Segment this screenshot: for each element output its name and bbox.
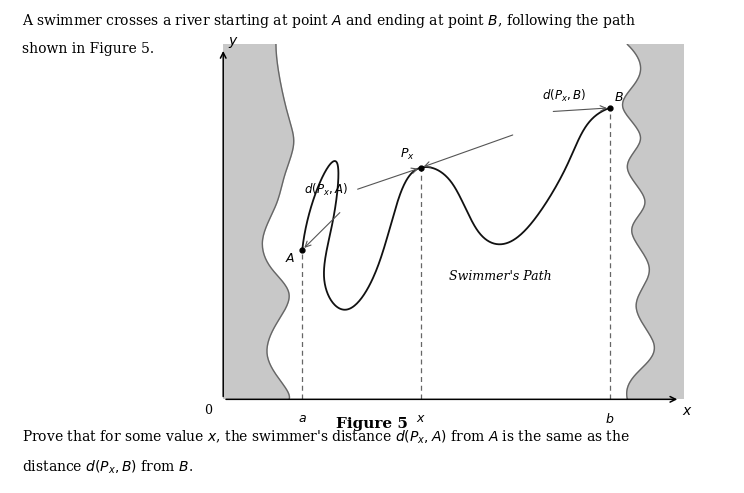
Text: distance $d(P_x, B)$ from $B$.: distance $d(P_x, B)$ from $B$. bbox=[22, 458, 193, 476]
Text: $B$: $B$ bbox=[615, 91, 624, 104]
Text: Figure 5: Figure 5 bbox=[336, 417, 408, 430]
Text: Prove that for some value $x$, the swimmer's distance $d(P_x, A)$ from $A$ is th: Prove that for some value $x$, the swimm… bbox=[22, 429, 630, 446]
Text: $a$: $a$ bbox=[298, 413, 307, 425]
Text: $d(P_x,A)$: $d(P_x,A)$ bbox=[304, 181, 348, 198]
Text: $d(P_x,B)$: $d(P_x,B)$ bbox=[542, 88, 586, 104]
Polygon shape bbox=[223, 44, 294, 399]
Text: $P_x$: $P_x$ bbox=[400, 147, 414, 162]
Text: shown in Figure 5.: shown in Figure 5. bbox=[22, 42, 155, 56]
Text: $b$: $b$ bbox=[605, 413, 615, 426]
Text: A swimmer crosses a river starting at point $A$ and ending at point $B$, followi: A swimmer crosses a river starting at po… bbox=[22, 12, 636, 31]
Text: 0: 0 bbox=[204, 404, 212, 417]
Polygon shape bbox=[623, 44, 684, 399]
Text: $A$: $A$ bbox=[286, 252, 295, 265]
Text: $x$: $x$ bbox=[416, 413, 426, 425]
Text: $y$: $y$ bbox=[228, 35, 238, 50]
Text: $x$: $x$ bbox=[682, 404, 693, 418]
Text: Swimmer's Path: Swimmer's Path bbox=[449, 270, 551, 282]
